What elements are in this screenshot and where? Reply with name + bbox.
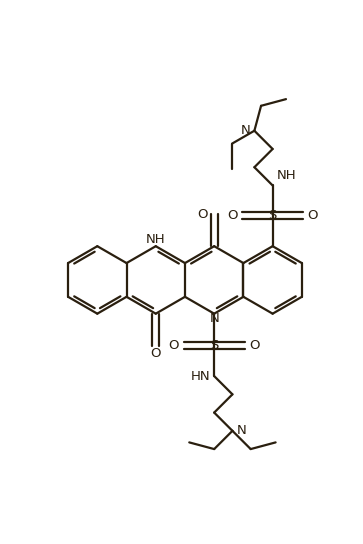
Text: N: N (236, 424, 246, 437)
Text: O: O (308, 209, 318, 222)
Text: NH: NH (277, 170, 296, 182)
Text: O: O (169, 339, 179, 352)
Text: NH: NH (146, 233, 166, 246)
Text: O: O (151, 347, 161, 360)
Text: N: N (209, 312, 219, 325)
Text: HN: HN (191, 369, 210, 382)
Text: N: N (241, 124, 250, 137)
Text: O: O (227, 209, 238, 222)
Text: O: O (197, 208, 208, 221)
Text: S: S (210, 339, 219, 352)
Text: O: O (249, 339, 260, 352)
Text: S: S (269, 209, 277, 222)
